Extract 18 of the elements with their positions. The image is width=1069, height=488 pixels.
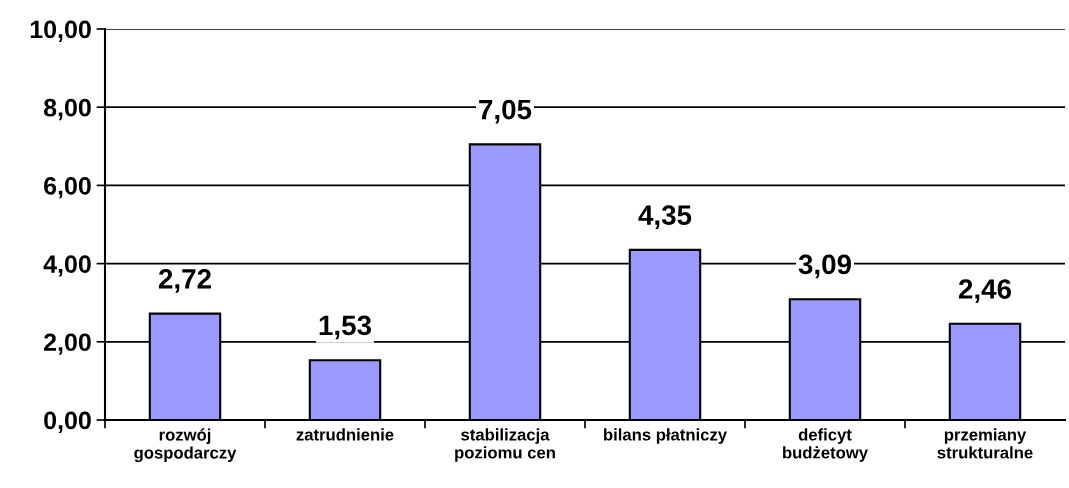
data-label: 2,72 <box>158 269 211 293</box>
x-tick-label: stabilizacja poziomu cen <box>455 428 555 462</box>
x-tick-label: przemiany strukturalne <box>937 428 1033 459</box>
x-tick-label: deficyt budżetowy <box>783 428 868 462</box>
y-tick-label: 6,00 <box>44 177 91 199</box>
y-tick-label: 0,00 <box>44 411 91 433</box>
data-label: 7,05 <box>479 99 532 124</box>
x-tick-label: rozwój gospodarczy <box>134 428 237 463</box>
y-tick-label: 4,00 <box>43 255 91 277</box>
y-tick-label: 10,00 <box>30 20 91 42</box>
x-tick-label: bilans płatniczy <box>604 428 727 444</box>
y-tick-label: 2,00 <box>44 333 91 355</box>
data-label: 2,46 <box>958 279 1012 303</box>
data-label: 3,09 <box>798 254 851 279</box>
data-label: 4,35 <box>638 205 692 230</box>
data-label: 1,53 <box>319 315 372 340</box>
x-tick-label: zatrudnienie <box>296 428 394 441</box>
y-tick-label: 8,00 <box>43 98 91 121</box>
